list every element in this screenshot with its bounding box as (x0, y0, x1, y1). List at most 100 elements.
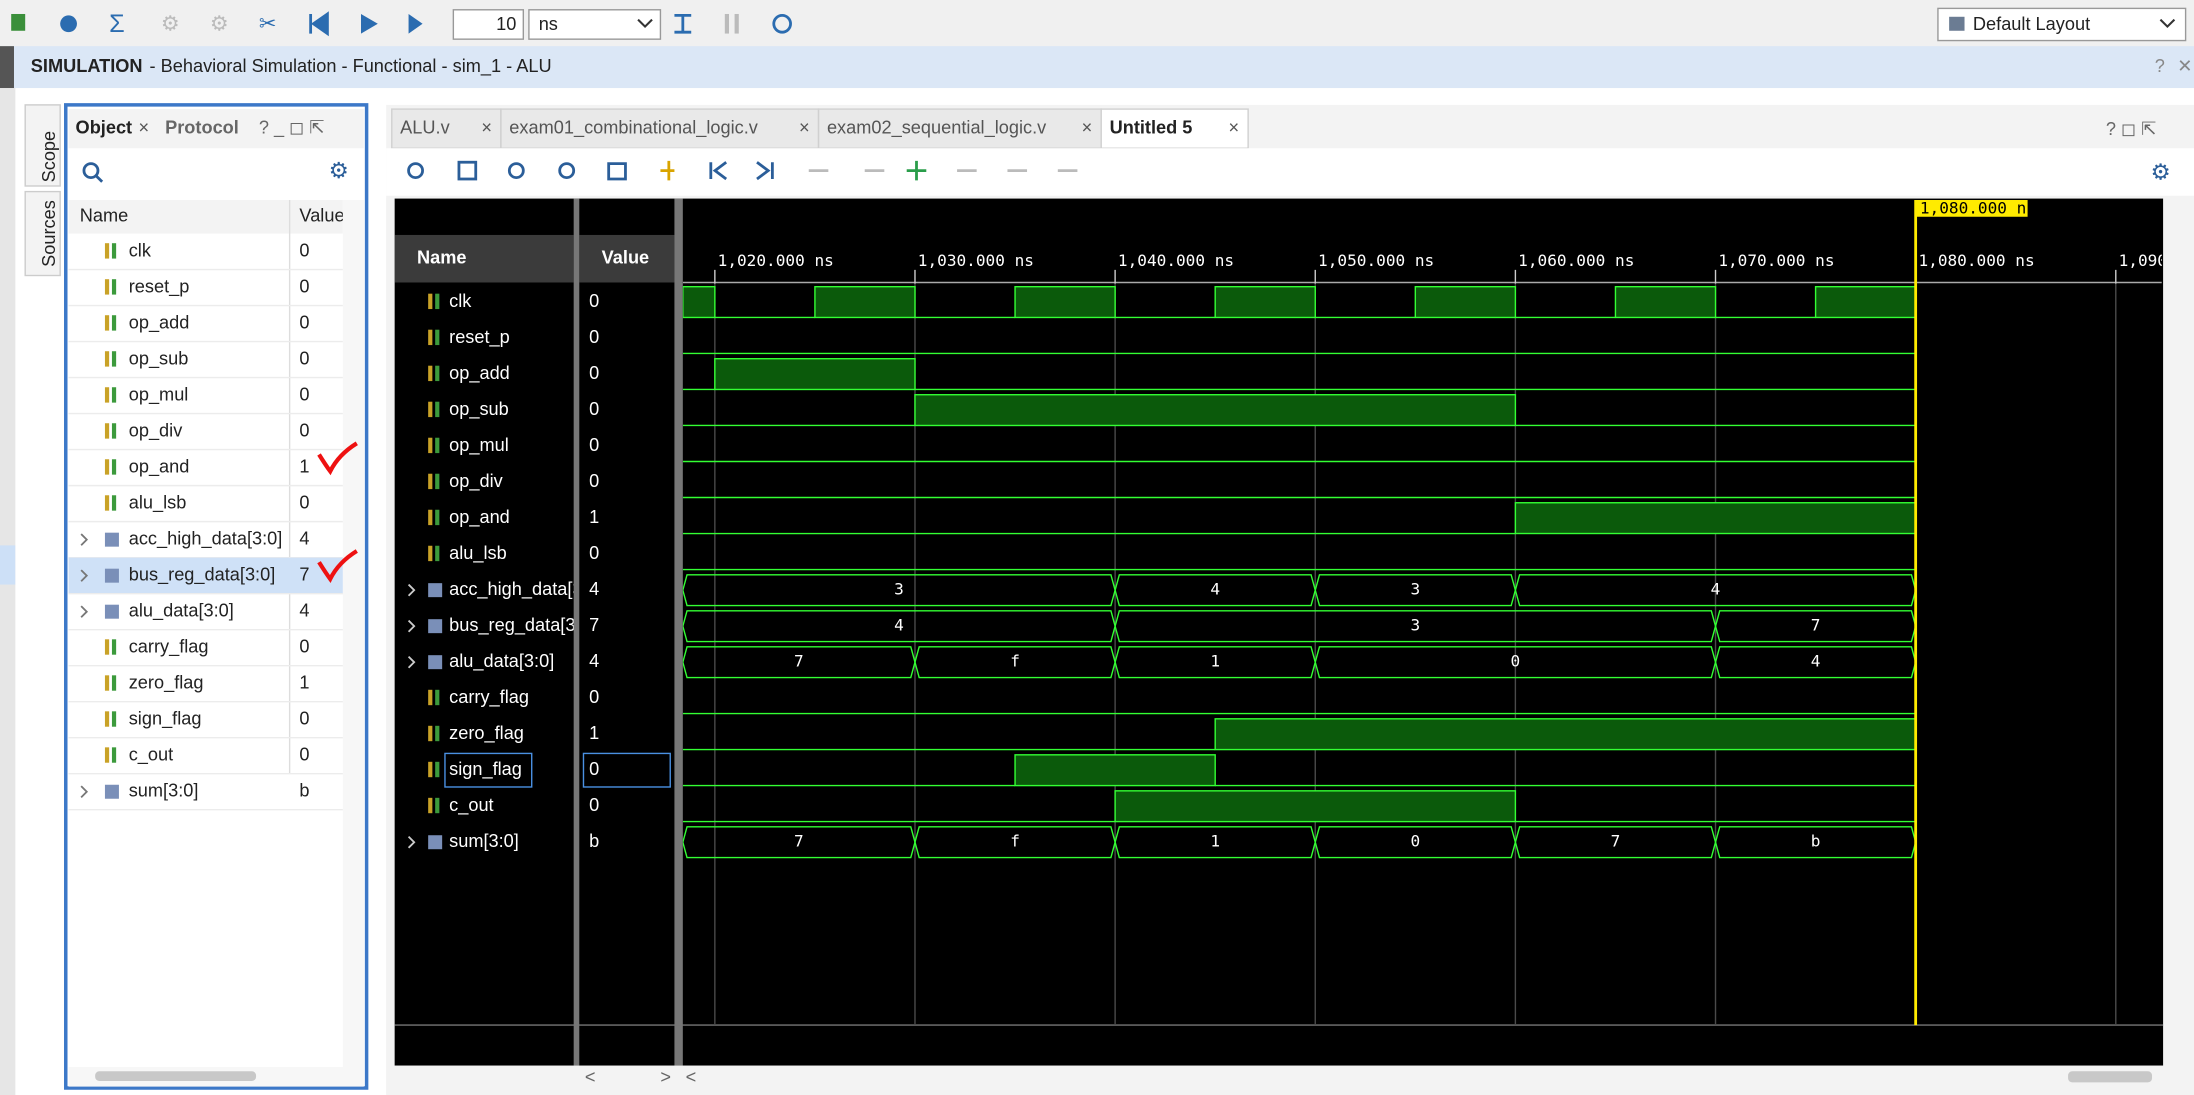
v-scrollbar[interactable] (2163, 198, 2194, 1066)
side-tab-label[interactable]: Scope (39, 131, 59, 183)
signal-name[interactable]: carry_flag (449, 687, 529, 708)
object-name[interactable]: alu_data[3:0] (129, 600, 234, 621)
step-input[interactable] (452, 9, 525, 40)
icon[interactable] (772, 13, 792, 34)
editor-tab[interactable] (391, 108, 502, 149)
side-tab[interactable] (24, 104, 61, 187)
tab-close[interactable]: × (481, 117, 492, 137)
close-button[interactable]: ✕ (2177, 56, 2192, 76)
signal-name[interactable]: op_mul (449, 435, 509, 456)
icon[interactable] (558, 162, 576, 180)
signal-name[interactable]: sign_flag (449, 759, 522, 780)
tab-label[interactable]: exam01_combinational_logic.v (509, 117, 758, 138)
expander[interactable] (407, 655, 416, 669)
object-name[interactable]: op_add (129, 312, 190, 333)
signal-name[interactable]: alu_lsb (449, 543, 507, 564)
unit-select[interactable] (528, 9, 662, 40)
signal-name[interactable]: op_add (449, 363, 510, 384)
search-icon[interactable] (82, 162, 100, 180)
scroll-thumb[interactable] (95, 1071, 257, 1082)
tab-close[interactable]: × (139, 117, 150, 137)
icon[interactable] (660, 160, 675, 181)
expander[interactable] (80, 605, 89, 618)
tab-label[interactable]: exam02_sequential_logic.v (827, 117, 1047, 138)
signal-name[interactable]: op_and (449, 507, 510, 528)
icon[interactable] (734, 13, 739, 34)
help-button[interactable]: ? (2155, 56, 2165, 76)
signal-value: 4 (589, 579, 599, 599)
signal-name[interactable]: reset_p (449, 327, 510, 348)
icon[interactable] (408, 13, 423, 34)
side-tab-label[interactable]: Sources (39, 200, 59, 267)
layout-select[interactable] (1937, 7, 2187, 42)
icon[interactable]: ⚙ (210, 13, 229, 36)
icon[interactable] (906, 160, 927, 181)
expander[interactable] (407, 583, 416, 597)
signal-name[interactable]: zero_flag (449, 723, 524, 744)
editor-tab[interactable] (500, 108, 820, 149)
icon[interactable] (724, 13, 730, 34)
signal-name[interactable]: op_sub (449, 399, 509, 420)
window-controls[interactable]: ? ◻ ⇱ (2106, 119, 2157, 139)
icon[interactable] (407, 162, 424, 180)
icon[interactable] (60, 15, 77, 33)
signal-name[interactable]: acc_high_data[3:0] (449, 579, 603, 600)
signal-name[interactable]: alu_data[3:0] (449, 651, 554, 672)
settings-icon[interactable]: ⚙ (329, 158, 349, 183)
tab-label[interactable]: Object (76, 117, 133, 137)
icon[interactable]: Σ (109, 10, 125, 38)
scroll-arrow[interactable]: > (660, 1067, 671, 1087)
tab-label[interactable]: ALU.v (400, 117, 450, 137)
panel-help[interactable]: ? _ ◻ ⇱ (259, 117, 325, 138)
expander[interactable] (80, 569, 89, 582)
icon[interactable] (507, 162, 525, 180)
scroll-arrow[interactable]: < (686, 1067, 697, 1087)
signal-name[interactable]: clk (449, 291, 472, 311)
tab-close[interactable]: × (799, 117, 810, 137)
object-name[interactable]: alu_lsb (129, 492, 187, 513)
object-name[interactable]: op_and (129, 456, 190, 477)
icon[interactable] (607, 162, 627, 181)
object-name[interactable]: sum[3:0] (129, 781, 199, 801)
expander[interactable] (80, 785, 89, 798)
icon[interactable] (309, 11, 329, 37)
icon[interactable] (457, 160, 478, 181)
object-name[interactable]: acc_high_data[3:0] (129, 528, 283, 549)
icon[interactable] (756, 161, 774, 181)
object-name[interactable]: sign_flag (129, 709, 202, 730)
signal-icon (104, 351, 110, 367)
signal-name[interactable]: sum[3:0] (449, 831, 519, 851)
object-name[interactable]: op_sub (129, 348, 189, 369)
tab-label[interactable]: Protocol (165, 117, 239, 137)
h-scrollbars[interactable] (394, 1065, 2194, 1095)
expander[interactable] (80, 533, 89, 546)
icon[interactable] (709, 161, 728, 181)
side-tab[interactable] (24, 190, 61, 277)
signal-name[interactable]: c_out (449, 795, 493, 816)
scroll-thumb[interactable] (2068, 1071, 2153, 1083)
object-name[interactable]: op_mul (129, 384, 189, 405)
signal-name[interactable]: op_div (449, 471, 503, 492)
scroll-arrow[interactable]: < (585, 1067, 596, 1087)
object-name[interactable]: bus_reg_data[3:0] (129, 564, 276, 585)
expander[interactable] (407, 835, 416, 849)
object-name[interactable]: c_out (129, 745, 173, 766)
editor-tab[interactable] (817, 108, 1102, 149)
object-name[interactable]: clk (129, 240, 152, 260)
v-scrollbar[interactable] (342, 199, 364, 1068)
icon[interactable] (361, 13, 378, 34)
tab-close[interactable]: × (1229, 117, 1240, 137)
icon[interactable] (11, 13, 26, 31)
settings-icon[interactable]: ⚙ (2151, 159, 2171, 184)
expander[interactable] (407, 619, 416, 633)
object-name[interactable]: carry_flag (129, 637, 209, 658)
icon[interactable] (674, 13, 692, 34)
icon[interactable]: ✂ (259, 13, 277, 36)
object-name[interactable]: reset_p (129, 276, 190, 297)
signal-name[interactable]: bus_reg_data[3:0] (449, 615, 596, 636)
tab-label[interactable]: Untitled 5 (1110, 117, 1193, 137)
object-name[interactable]: op_div (129, 420, 183, 441)
tab-close[interactable]: × (1082, 117, 1093, 137)
icon[interactable]: ⚙ (161, 13, 180, 36)
object-name[interactable]: zero_flag (129, 673, 204, 694)
